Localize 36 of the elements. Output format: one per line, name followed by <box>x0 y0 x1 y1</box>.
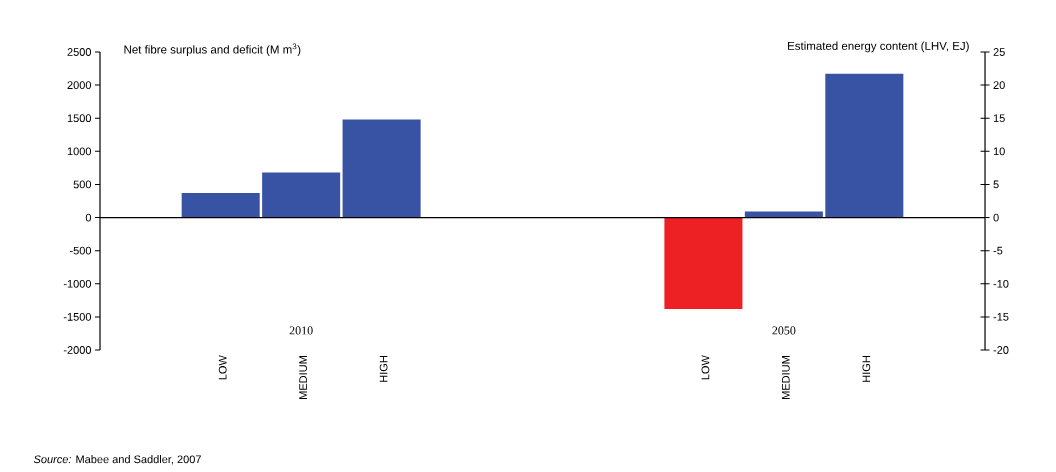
bar <box>342 119 421 218</box>
y-tick-label: 1500 <box>67 114 92 123</box>
x-tick-label: MEDIUM <box>782 356 790 399</box>
y-tick-label: -1500 <box>63 313 92 321</box>
y-tick-label: 0 <box>85 213 92 222</box>
bar <box>664 217 743 309</box>
y2-tick-label: 15 <box>993 114 1005 123</box>
bar <box>181 193 260 218</box>
x-tick-label: MEDIUM <box>299 356 307 399</box>
y2-tick-label: 10 <box>993 147 1005 156</box>
x-tick-label: LOW <box>701 355 710 380</box>
y2-tick-label: 25 <box>993 48 1005 56</box>
y-tick-label: 2000 <box>67 81 92 90</box>
bar <box>825 73 904 218</box>
y2-tick-label: -5 <box>993 246 1003 255</box>
y2-tick-label: -15 <box>993 313 1009 321</box>
y-tick-label: 500 <box>73 180 92 189</box>
annotation: 2010 <box>289 326 313 335</box>
y2-tick-label: 0 <box>993 213 999 222</box>
y-tick-label: 1000 <box>67 147 92 156</box>
y2-tick-label: 20 <box>993 81 1005 90</box>
x-tick-label: HIGH <box>862 356 871 382</box>
bar <box>262 172 341 218</box>
x-tick-label: LOW <box>218 355 227 380</box>
y2-axis-title: Estimated energy content (LHV, EJ) <box>788 41 969 53</box>
y-axis-title: Net fibre surplus and deficit (M m$^{3}$) <box>124 43 301 56</box>
y-tick-label: 2500 <box>67 48 92 56</box>
y-tick-label: -500 <box>69 246 92 255</box>
x-tick-label: HIGH <box>379 356 388 382</box>
y-tick-label: -1000 <box>63 279 92 288</box>
y2-tick-label: 5 <box>993 180 999 189</box>
y2-tick-label: -10 <box>993 279 1009 288</box>
y-tick-label: -2000 <box>63 346 92 354</box>
y2-tick-label: -20 <box>993 346 1009 354</box>
annotation: 2050 <box>772 326 796 335</box>
text: Source: Mabee and Saddler, 2007 <box>33 455 201 465</box>
